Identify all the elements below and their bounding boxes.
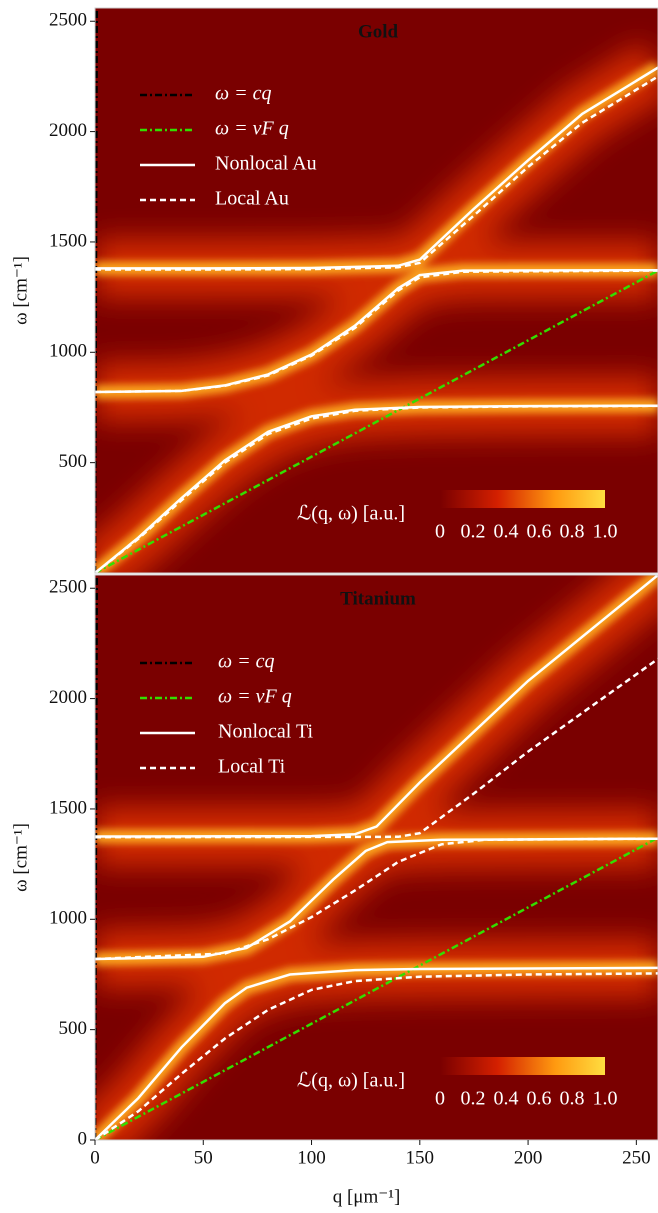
legend-label: Nonlocal Ti	[218, 721, 313, 743]
colorbar-label: ℒ(q, ω) [a.u.]	[297, 1070, 405, 1092]
axes-frame	[94, 7, 658, 574]
series-line	[95, 75, 658, 573]
colorbar-tick-label: 0.8	[560, 1088, 585, 1110]
panel-title: Gold	[358, 21, 399, 42]
legend-label: Nonlocal Au	[215, 153, 317, 175]
colorbar-label: ℒ(q, ω) [a.u.]	[297, 503, 405, 525]
y-tick-label: 2000	[49, 120, 87, 141]
y-tick-label: 2500	[49, 10, 87, 31]
y-tick-label: 2500	[49, 577, 87, 598]
x-tick-label: 100	[297, 1147, 326, 1168]
legend-label: Local Ti	[218, 756, 286, 778]
colorbar-tick-label: 0.6	[527, 521, 552, 543]
colorbar-tick-label: 0.2	[461, 1088, 486, 1110]
x-tick-label: 50	[194, 1147, 213, 1168]
colorbar-tick-label: 0.4	[494, 521, 519, 543]
y-tick-label: 1000	[49, 908, 87, 929]
plot-area	[95, 575, 658, 1140]
legend-label: ω = vF q	[215, 118, 289, 140]
colorbar-tick-label: 1.0	[593, 521, 618, 543]
colorbar-tick-label: 0.2	[461, 521, 486, 543]
y-tick-label: 1500	[49, 230, 87, 251]
colorbar-tick-label: 0.8	[560, 521, 585, 543]
x-tick-label: 250	[622, 1147, 651, 1168]
legend-label: ω = vF q	[218, 686, 292, 708]
x-tick-label: 0	[90, 1147, 100, 1168]
axes-frame	[94, 574, 658, 1141]
y-tick-label: 500	[59, 451, 88, 472]
panel-title: Titanium	[340, 588, 416, 609]
y-tick-label: 500	[59, 1018, 88, 1039]
y-tick-label: 2000	[49, 687, 87, 708]
y-tick-label: 1000	[49, 341, 87, 362]
colorbar-tick-label: 0	[435, 521, 445, 543]
x-axis-label: q [μm⁻¹]	[333, 1186, 401, 1207]
legend-label: Local Au	[215, 188, 289, 210]
colorbar	[440, 1057, 605, 1075]
colorbar-tick-label: 0	[435, 1088, 445, 1110]
series-line	[95, 269, 658, 573]
series-line	[95, 657, 658, 1140]
legend-label: ω = cq	[215, 83, 272, 105]
legend-label: ω = cq	[218, 651, 275, 673]
colorbar-tick-label: 1.0	[593, 1088, 618, 1110]
colorbar-tick-label: 0.6	[527, 1088, 552, 1110]
y-tick-label: 1500	[49, 797, 87, 818]
y-tick-label: 0	[78, 1128, 88, 1149]
colorbar-tick-label: 0.4	[494, 1088, 519, 1110]
x-tick-label: 200	[514, 1147, 543, 1168]
y-axis-label: ω [cm⁻¹]	[10, 256, 31, 325]
x-tick-label: 150	[406, 1147, 435, 1168]
plot-area	[95, 8, 658, 573]
y-axis-label: ω [cm⁻¹]	[10, 823, 31, 892]
colorbar	[440, 490, 605, 508]
series-line	[95, 836, 658, 1140]
